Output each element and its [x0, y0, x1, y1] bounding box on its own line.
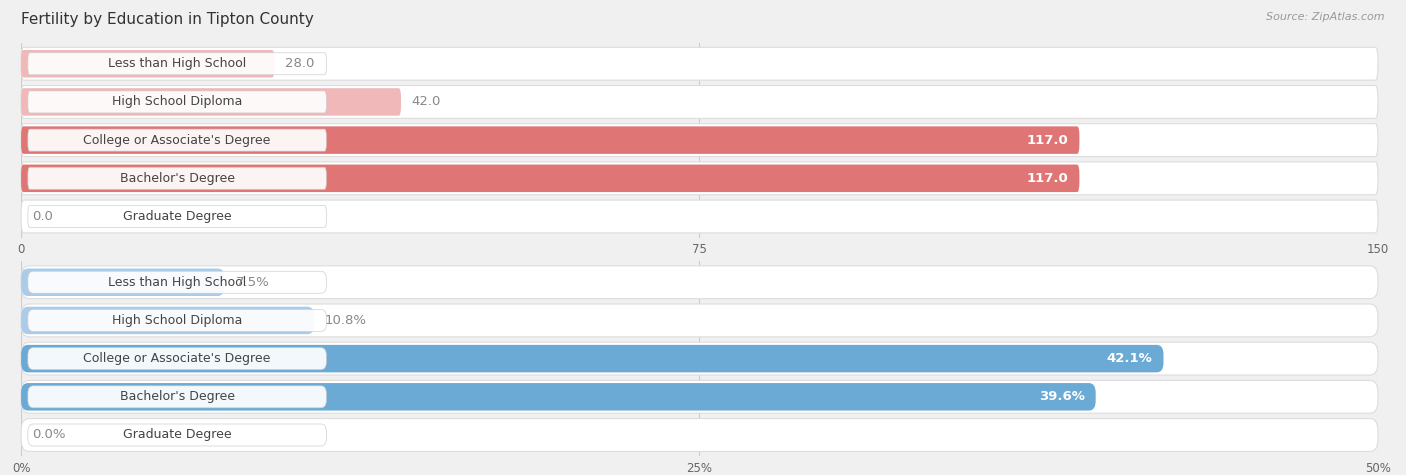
FancyBboxPatch shape: [21, 380, 1378, 413]
Text: Bachelor's Degree: Bachelor's Degree: [120, 390, 235, 403]
FancyBboxPatch shape: [21, 418, 1378, 451]
Text: Less than High School: Less than High School: [108, 57, 246, 70]
FancyBboxPatch shape: [28, 206, 326, 228]
FancyBboxPatch shape: [21, 124, 1378, 157]
FancyBboxPatch shape: [21, 126, 1080, 154]
Text: 42.1%: 42.1%: [1107, 352, 1153, 365]
Text: 0.0: 0.0: [32, 210, 53, 223]
Text: Bachelor's Degree: Bachelor's Degree: [120, 172, 235, 185]
Text: 117.0: 117.0: [1026, 133, 1069, 147]
Text: 0.0%: 0.0%: [32, 428, 66, 441]
Text: Fertility by Education in Tipton County: Fertility by Education in Tipton County: [21, 12, 314, 27]
Text: Less than High School: Less than High School: [108, 276, 246, 289]
Text: 117.0: 117.0: [1026, 172, 1069, 185]
FancyBboxPatch shape: [28, 53, 326, 75]
Text: College or Associate's Degree: College or Associate's Degree: [83, 133, 271, 147]
FancyBboxPatch shape: [21, 268, 225, 296]
FancyBboxPatch shape: [21, 307, 314, 334]
FancyBboxPatch shape: [28, 129, 326, 151]
FancyBboxPatch shape: [21, 88, 401, 116]
FancyBboxPatch shape: [28, 309, 326, 332]
Text: High School Diploma: High School Diploma: [112, 95, 242, 108]
FancyBboxPatch shape: [28, 348, 326, 370]
FancyBboxPatch shape: [21, 200, 1378, 233]
FancyBboxPatch shape: [28, 167, 326, 190]
FancyBboxPatch shape: [21, 86, 1378, 118]
Text: Source: ZipAtlas.com: Source: ZipAtlas.com: [1267, 12, 1385, 22]
Text: 28.0: 28.0: [285, 57, 315, 70]
Text: 42.0: 42.0: [412, 95, 441, 108]
Text: 7.5%: 7.5%: [235, 276, 269, 289]
Text: Graduate Degree: Graduate Degree: [122, 210, 232, 223]
FancyBboxPatch shape: [21, 162, 1378, 195]
FancyBboxPatch shape: [28, 386, 326, 408]
Text: College or Associate's Degree: College or Associate's Degree: [83, 352, 271, 365]
Text: Graduate Degree: Graduate Degree: [122, 428, 232, 441]
FancyBboxPatch shape: [21, 164, 1080, 192]
FancyBboxPatch shape: [28, 424, 326, 446]
FancyBboxPatch shape: [21, 383, 1095, 410]
Text: 10.8%: 10.8%: [325, 314, 367, 327]
FancyBboxPatch shape: [21, 50, 274, 77]
FancyBboxPatch shape: [21, 266, 1378, 299]
FancyBboxPatch shape: [21, 304, 1378, 337]
FancyBboxPatch shape: [21, 342, 1378, 375]
Text: 39.6%: 39.6%: [1039, 390, 1085, 403]
Text: High School Diploma: High School Diploma: [112, 314, 242, 327]
FancyBboxPatch shape: [21, 345, 1164, 372]
FancyBboxPatch shape: [28, 271, 326, 293]
FancyBboxPatch shape: [28, 91, 326, 113]
FancyBboxPatch shape: [21, 48, 1378, 80]
